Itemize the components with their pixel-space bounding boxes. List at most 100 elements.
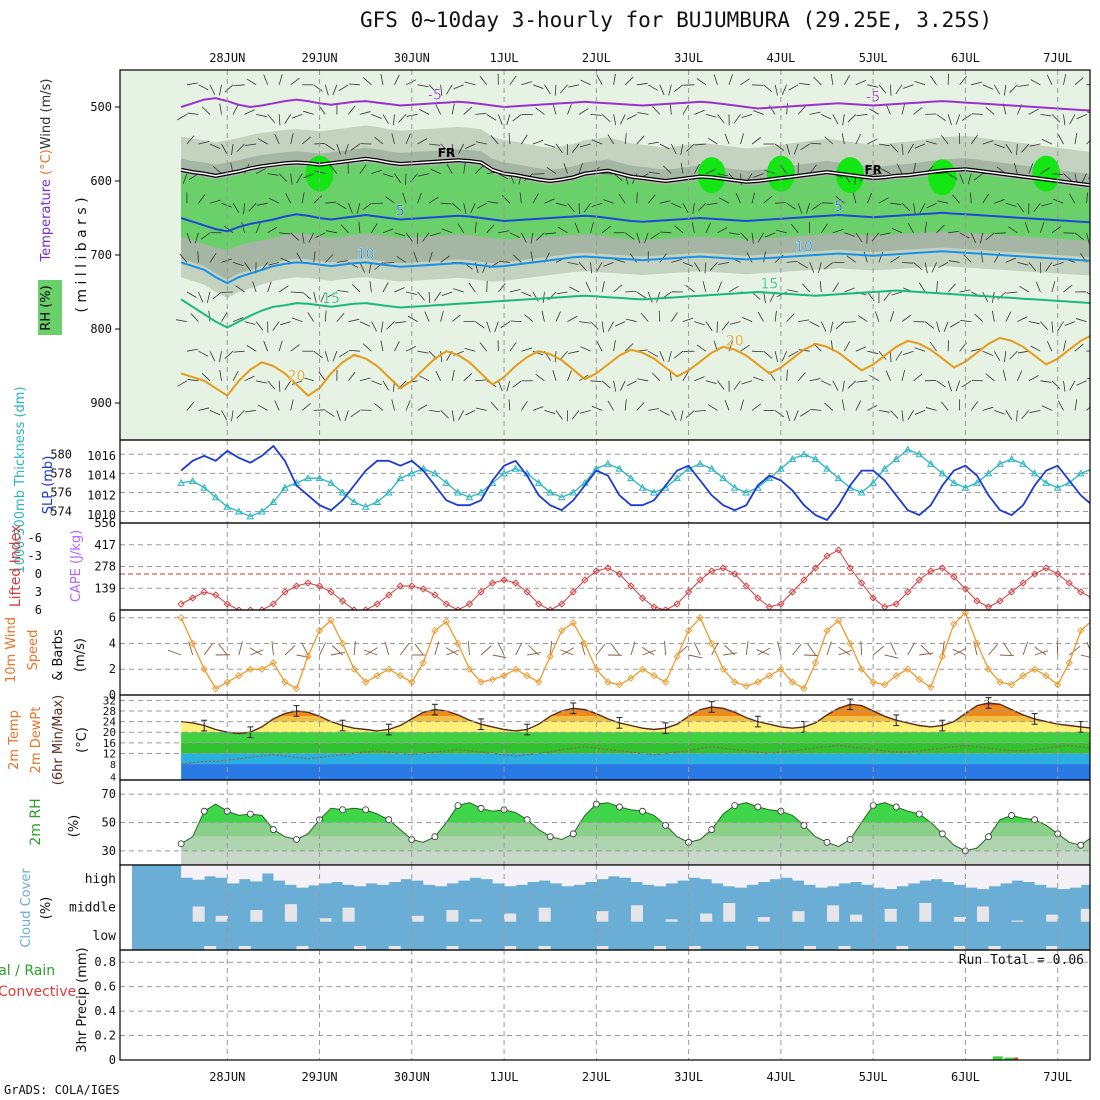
wind-barb: [1051, 380, 1060, 389]
cloud-high-clear: [654, 865, 667, 887]
wind-barb: [313, 84, 323, 92]
wind-barb: [1007, 226, 1018, 234]
wind-barb: [465, 410, 476, 416]
wind-barb: [407, 315, 418, 322]
rh-band: [181, 836, 1090, 851]
wind-barb: [440, 143, 449, 152]
wind-barb: [398, 114, 407, 123]
wind-barb: [669, 103, 672, 115]
wind-barb: [809, 262, 815, 273]
wind-barb: [187, 112, 199, 115]
wind-barbs: [175, 73, 1090, 422]
wind-barb: [446, 84, 453, 95]
thickness-point: [961, 483, 970, 491]
wind-label: & Barbs: [51, 629, 66, 681]
pressure-axis-label: ( m i l l i b a r s ): [74, 197, 90, 312]
thickness-point: [1076, 469, 1085, 477]
wind-barb: [470, 203, 476, 214]
wind10m-barb: [724, 644, 736, 656]
thickness-point: [200, 483, 209, 491]
wind-barb: [844, 287, 855, 293]
slp-tick: 1010: [87, 508, 116, 522]
wind10m-barb: [330, 651, 345, 656]
cloud-high-clear: [619, 865, 632, 878]
wind-barb: [728, 340, 733, 352]
wind-barb: [256, 380, 267, 384]
wind-barb: [950, 321, 960, 328]
wind-barb: [843, 341, 851, 352]
wind-barb: [380, 340, 384, 352]
wind-barb: [719, 197, 730, 204]
slp-line: [180, 444, 1090, 522]
wind-barb: [830, 321, 834, 333]
wind-barb: [774, 310, 777, 322]
wind-barb: [413, 251, 418, 263]
thickness-point: [811, 455, 820, 463]
thickness-point: [788, 455, 797, 463]
wind-series: [167, 610, 1090, 693]
temp-band: [181, 753, 1090, 765]
cloud-high-clear: [827, 865, 840, 887]
wind-barb: [1052, 262, 1064, 267]
wind-barb: [430, 168, 441, 174]
wind-barb: [296, 252, 303, 263]
wind-barb: [774, 84, 778, 96]
wind-barb: [350, 143, 361, 151]
wind-barb: [620, 114, 626, 125]
wind10m-barb: [952, 648, 966, 656]
cloud-middle-clear: [665, 919, 678, 922]
wind10m-point: [488, 675, 497, 684]
thickness-point: [880, 464, 889, 472]
wind-barb: [362, 343, 372, 352]
wind-barb: [913, 262, 923, 270]
wind-barb: [753, 110, 764, 115]
isotherm-label: 10: [795, 240, 813, 256]
wind10m-barb: [284, 645, 296, 656]
isotherm-label: 15: [760, 277, 778, 293]
wind-barb: [475, 141, 487, 145]
wind-barb: [255, 321, 264, 331]
wind-barb: [1006, 291, 1018, 294]
wind-barb: [463, 162, 466, 174]
wind-barb: [221, 202, 232, 208]
wind-barb: [810, 409, 822, 411]
wind-barb: [325, 143, 335, 151]
wind-barb: [856, 114, 868, 117]
rh2m-point: [1008, 812, 1015, 819]
rh2m-point: [477, 804, 485, 812]
wind-barb: [428, 84, 437, 94]
precip-tick: 0.8: [94, 955, 116, 969]
wind-barb: [506, 114, 511, 126]
wind-barb: [852, 192, 857, 204]
wind-barb: [418, 173, 430, 177]
wind-barb: [929, 75, 937, 86]
wind-barb: [313, 251, 316, 263]
wind-barb: [578, 108, 589, 115]
wind-barb: [707, 137, 718, 145]
cloud-high-clear: [953, 865, 966, 885]
cloud-high-clear: [803, 865, 816, 885]
wind10m-barb: [711, 642, 719, 656]
cloud-high-clear: [1057, 865, 1070, 890]
wind-barb: [208, 310, 211, 322]
precip-convective-bar: [1014, 1057, 1019, 1060]
wind-barb: [325, 201, 337, 204]
wind-barb: [890, 351, 892, 363]
cloud-high-clear: [215, 865, 228, 878]
li-point: [419, 585, 427, 593]
wind-barb: [914, 81, 926, 86]
temp-tick: 28: [103, 705, 116, 718]
cloud-middle-clear: [596, 911, 609, 922]
precip-frame: [119, 949, 1091, 1061]
wind-barb: [936, 281, 938, 293]
thickness-point: [234, 507, 243, 515]
wind-barb: [356, 203, 361, 214]
wind-barb: [182, 173, 188, 185]
wind10m-point: [627, 674, 635, 682]
wind-barb: [674, 225, 684, 234]
wind10m-point: [615, 681, 624, 689]
wind-barb: [682, 262, 694, 267]
wind10m-barb: [434, 641, 440, 656]
wind-barb: [337, 290, 349, 293]
wind-barb: [907, 143, 914, 154]
